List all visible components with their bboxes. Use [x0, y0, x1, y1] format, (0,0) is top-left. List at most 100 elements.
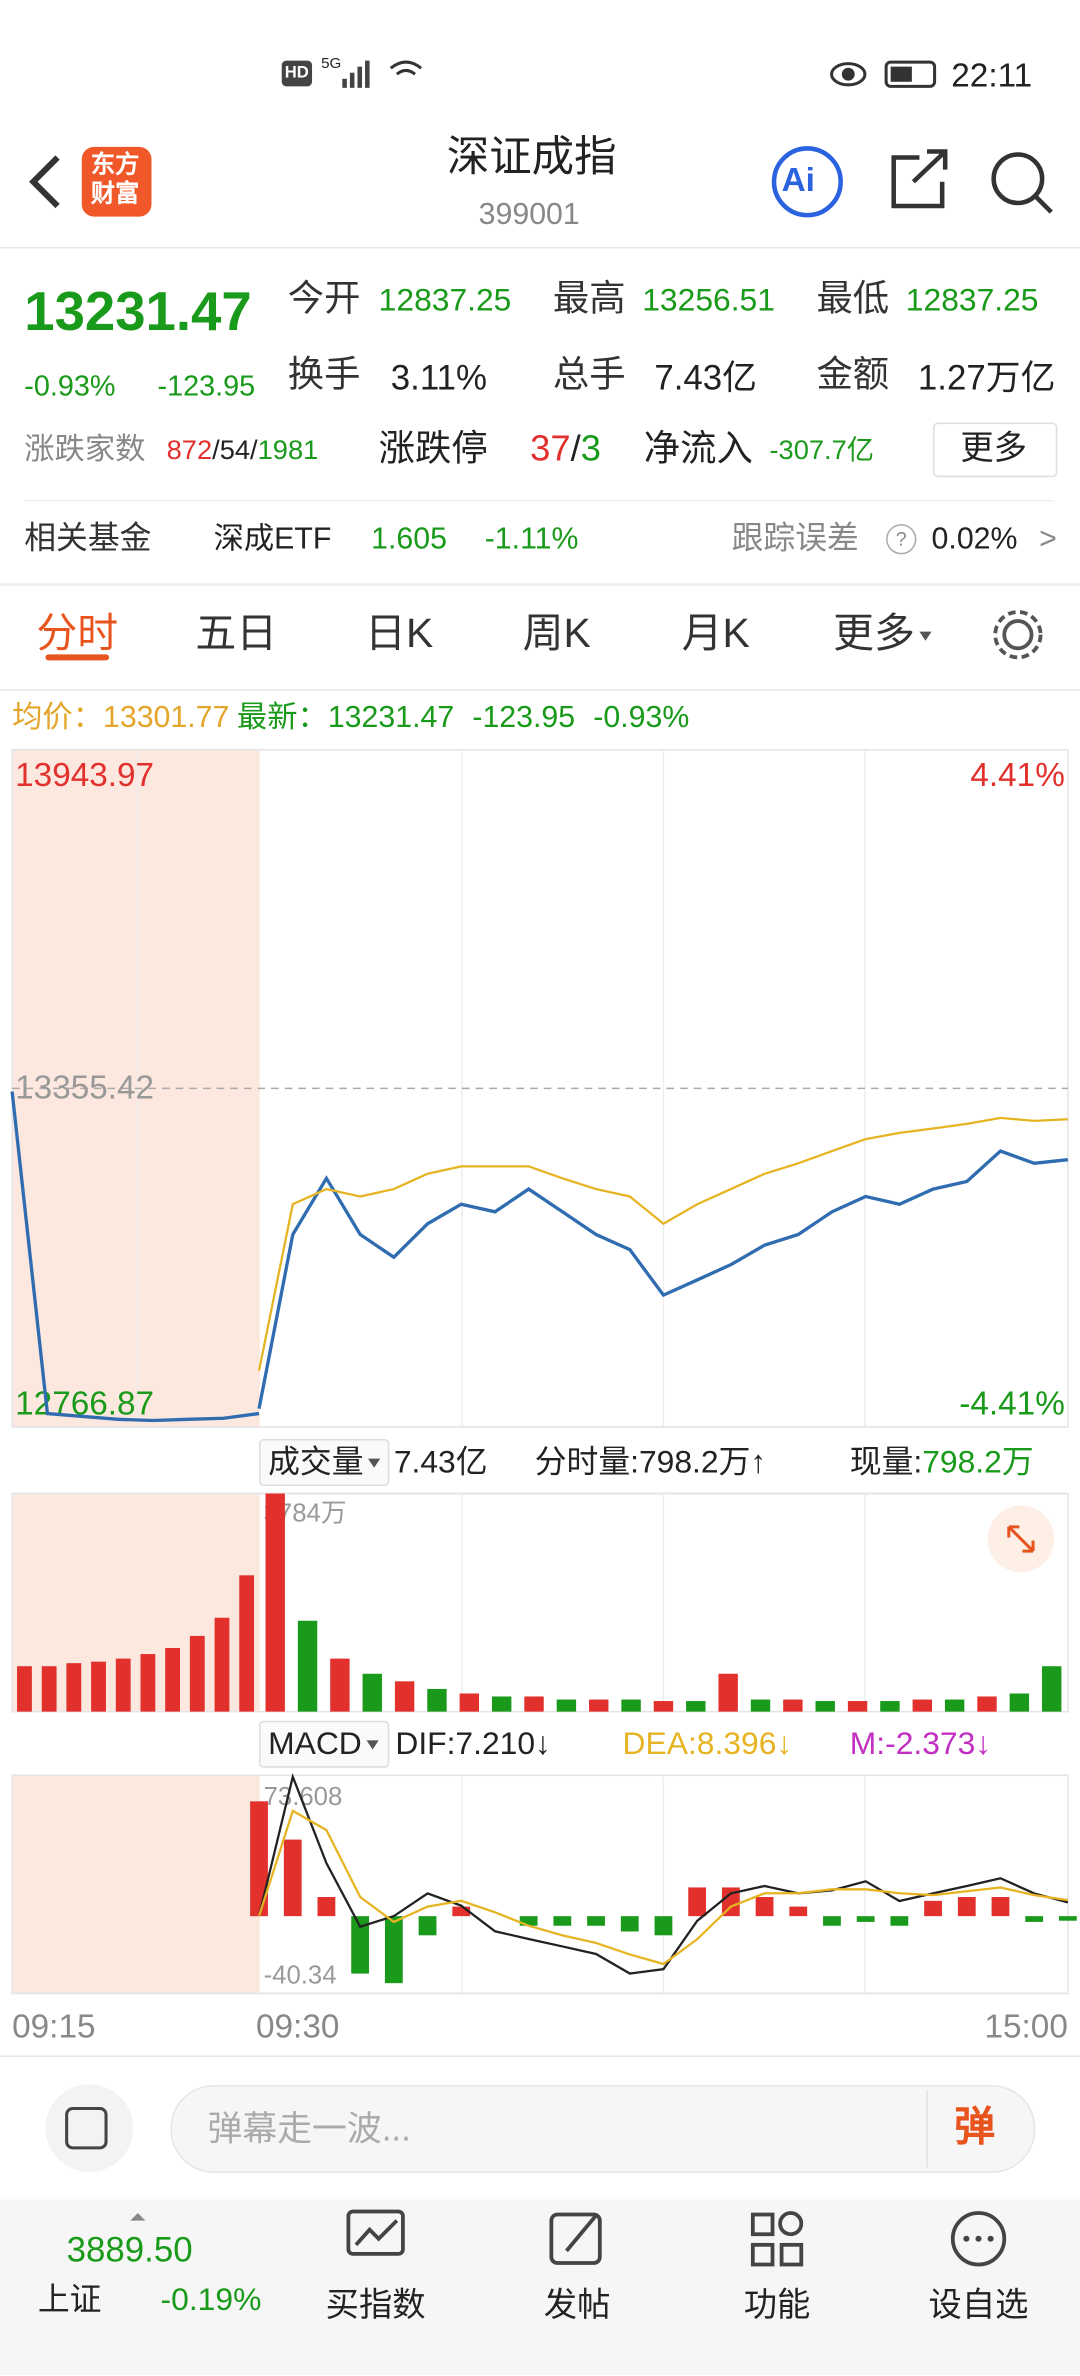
index-name[interactable]: 上证	[37, 2282, 102, 2318]
search-icon[interactable]	[991, 152, 1045, 206]
nav-item[interactable]: 设自选	[928, 2285, 1029, 2324]
signal-label: 5G	[321, 56, 342, 73]
volume-bar	[115, 1658, 131, 1712]
stat-value: 12837.25	[378, 283, 512, 319]
fund-label: 相关基金	[24, 521, 152, 556]
ai-label[interactable]: Ai	[781, 160, 815, 199]
volume-bar	[815, 1701, 835, 1712]
settings-icon[interactable]	[1002, 619, 1034, 651]
volume-bar	[653, 1701, 674, 1712]
more-button[interactable]	[933, 422, 1058, 478]
current-value: 798.2万	[922, 1445, 1034, 1480]
volume-bar	[265, 1493, 285, 1712]
nav-item[interactable]: 功能	[743, 2285, 811, 2324]
ai-button[interactable]	[771, 146, 843, 218]
volume-bar	[750, 1699, 771, 1712]
index-value[interactable]: 3889.50	[66, 2229, 193, 2270]
volume-bar	[524, 1696, 544, 1712]
icons	[29, 60, 1053, 660]
macd-bar	[250, 1801, 268, 1917]
index-change[interactable]: -0.19%	[160, 2282, 262, 2318]
tab[interactable]: 月K	[681, 610, 750, 656]
tab[interactable]: 周K	[522, 610, 591, 656]
fund-name[interactable]: 深成ETF	[213, 522, 332, 556]
sep: /	[570, 428, 581, 470]
more-label[interactable]: 更多	[960, 428, 1028, 467]
nav-item[interactable]: 买指数	[325, 2285, 426, 2324]
volume-bar	[556, 1699, 577, 1712]
dea: DEA:8.396↓	[622, 1726, 793, 1762]
inflow: -307.7亿	[769, 434, 875, 466]
tracking-label: 跟踪误差	[731, 521, 859, 556]
comment-input[interactable]	[170, 2085, 1036, 2173]
macd-bar	[620, 1916, 639, 1932]
volume-bar	[165, 1648, 181, 1712]
volume-label-text[interactable]: 成交量	[268, 1445, 364, 1480]
tab[interactable]: 日K	[365, 610, 434, 656]
volume-bar	[214, 1617, 230, 1712]
volume-bar	[944, 1699, 965, 1712]
macd-bar	[957, 1897, 976, 1917]
limit-label: 涨跌停	[378, 428, 488, 470]
breadth-label: 涨跌家数	[24, 433, 146, 467]
y-tick-label: -40.34	[264, 1962, 337, 1990]
expand-icon	[1007, 1525, 1035, 1553]
back-icon[interactable]	[29, 155, 60, 209]
volume-selector[interactable]	[259, 1438, 390, 1486]
fund-price: 1.605	[371, 522, 447, 556]
volume-bar	[977, 1696, 997, 1712]
volume-bar	[140, 1654, 156, 1712]
comment-icon[interactable]	[45, 2084, 134, 2173]
macd-bar	[688, 1887, 707, 1917]
macd-bar	[856, 1916, 875, 1922]
volume-bar	[621, 1699, 641, 1712]
macd-label[interactable]: MACD	[268, 1726, 379, 1762]
macd-bar	[587, 1916, 605, 1926]
logo-text: 东方	[90, 152, 140, 179]
macd-bar	[991, 1897, 1010, 1917]
tab[interactable]: 分时	[36, 610, 119, 656]
volume-bar	[427, 1688, 447, 1712]
volume-bar	[189, 1635, 205, 1712]
stat-label: 今开	[287, 278, 361, 320]
tab[interactable]: 更多	[833, 613, 932, 654]
logo-text: 财富	[90, 181, 140, 208]
tab-underline	[45, 654, 110, 661]
down: 1981	[257, 434, 319, 466]
macd-bar	[823, 1916, 841, 1926]
change-pct: -0.93%	[24, 371, 116, 403]
info-change: -123.95	[472, 701, 576, 735]
help-icon[interactable]: ?	[886, 524, 917, 555]
flat: /54/	[212, 434, 258, 466]
last: 13231.47	[327, 701, 455, 735]
limit: 37/3	[530, 428, 601, 470]
volume-label[interactable]: 成交量	[268, 1445, 381, 1480]
y2-tick-label: 4.41%	[970, 757, 1064, 794]
nav-item[interactable]: 发帖	[543, 2285, 611, 2324]
avg-label: 均价：	[12, 701, 104, 735]
y-tick-label: 13355.42	[15, 1070, 154, 1107]
macd-bar	[418, 1916, 437, 1936]
comment-placeholder[interactable]: 弹幕走一波...	[207, 2108, 411, 2148]
tick-volume: 分时量:798.2万↑	[534, 1445, 767, 1480]
macd-label-text[interactable]: MACD	[268, 1726, 362, 1762]
share-icon[interactable]	[891, 149, 948, 209]
danmaku-button[interactable]: 弹	[954, 2103, 996, 2150]
stat-label: 换手	[287, 354, 361, 396]
macd-bar	[1058, 1916, 1077, 1921]
macd-bar	[789, 1906, 808, 1917]
macd-bar	[283, 1839, 302, 1917]
bottom-bar	[0, 2199, 1080, 2376]
clock: 22:11	[951, 56, 1033, 94]
tracking-arrow[interactable]: >	[1039, 522, 1057, 556]
down: 3	[580, 428, 601, 470]
stat-value: 3.11%	[390, 357, 488, 397]
stat-value: 7.43亿	[654, 357, 758, 397]
stat-value: 1.27万亿	[917, 357, 1056, 397]
y-tick-label: 73.608	[264, 1783, 343, 1811]
tab[interactable]: 五日	[195, 610, 278, 656]
volume-bar	[297, 1620, 318, 1712]
macd-bar	[654, 1916, 673, 1936]
